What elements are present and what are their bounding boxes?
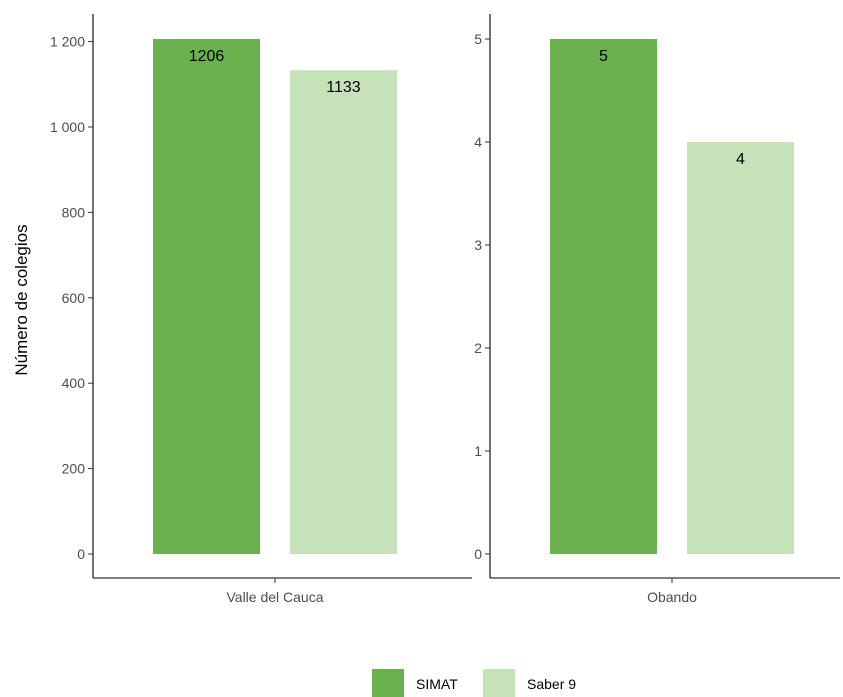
legend-swatch-simat	[372, 669, 404, 697]
y-tick-label: 200	[62, 461, 86, 477]
bar-simat	[550, 39, 657, 554]
y-axis-title: Número de colegios	[12, 224, 31, 375]
y-tick-label: 5	[474, 31, 482, 47]
legend-swatch-saber-9	[483, 669, 515, 697]
y-tick-label: 1	[474, 443, 482, 459]
legend-label: Saber 9	[527, 676, 576, 692]
y-tick-label: 600	[62, 290, 86, 306]
y-tick-label: 4	[474, 134, 482, 150]
y-tick-label: 2	[474, 340, 482, 356]
y-tick-label: 400	[62, 375, 86, 391]
data-label: 1206	[189, 48, 225, 65]
bar-simat	[153, 39, 260, 554]
y-tick-label: 0	[474, 546, 482, 562]
data-label: 5	[599, 48, 608, 65]
data-label: 4	[736, 151, 745, 168]
y-tick-label: 1 000	[50, 119, 85, 135]
x-category-label: Valle del Cauca	[226, 589, 323, 605]
bar-saber-9	[687, 142, 794, 554]
bar-saber-9	[290, 70, 397, 554]
y-tick-label: 3	[474, 237, 482, 253]
legend: SIMAT Saber 9	[372, 669, 576, 697]
panel-valle-del-cauca: 0 200 400 600 800 1 000 1 200 1206 1133 Valle del…	[50, 14, 472, 605]
x-category-label: Obando	[647, 589, 697, 605]
panel-obando: 0 1 2 3 4 5 5 4 Obando	[474, 14, 840, 605]
data-label: 1133	[326, 79, 361, 96]
y-tick-label: 0	[77, 546, 85, 562]
y-tick-label: 1 200	[50, 34, 85, 50]
y-tick-label: 800	[62, 204, 86, 220]
legend-label: SIMAT	[416, 676, 458, 692]
